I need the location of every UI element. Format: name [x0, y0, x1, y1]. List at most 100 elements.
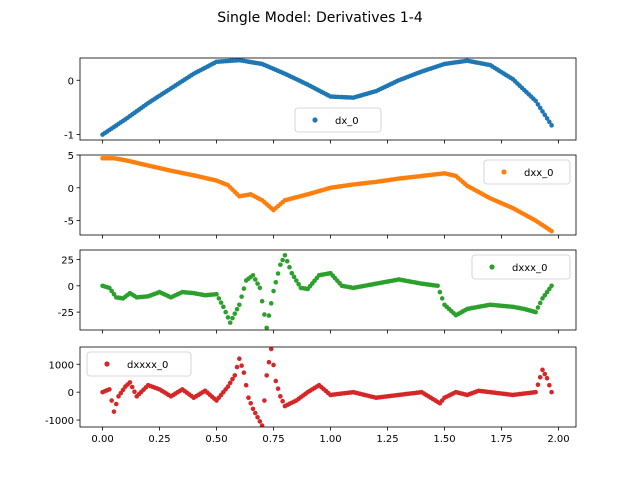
data-point — [216, 296, 222, 301]
data-point — [109, 288, 114, 294]
data-point — [435, 283, 440, 289]
axes-frame — [79, 57, 577, 141]
data-point — [255, 281, 260, 286]
data-point — [250, 272, 256, 278]
data-point — [268, 301, 274, 306]
y-tick-label: 0 — [68, 184, 74, 195]
data-point — [533, 389, 538, 395]
legend-label: dxxx_0 — [512, 263, 547, 274]
data-point — [437, 289, 443, 295]
x-tick-label: 1.25 — [376, 434, 398, 445]
data-point — [223, 309, 228, 315]
data-point — [234, 364, 240, 370]
data-point — [542, 371, 548, 377]
data-point — [116, 394, 121, 399]
legend-label: dxx_0 — [524, 168, 554, 179]
data-point — [239, 294, 244, 299]
subplots: -1 0 dx_0 -5 0 5 dxx_0 -25 0 25 dxxx_0 -1000 0 1000 0.… — [45, 57, 577, 445]
data-point — [280, 398, 285, 404]
data-point — [107, 285, 112, 291]
data-point — [262, 312, 267, 317]
data-point — [540, 367, 545, 373]
data-point — [252, 277, 258, 282]
y-tick-label: 0 — [68, 76, 74, 87]
data-point — [252, 410, 258, 416]
legend-box — [86, 351, 192, 377]
data-point — [549, 123, 554, 128]
legend-marker — [489, 264, 495, 270]
series-points — [100, 58, 554, 137]
data-point — [259, 423, 265, 427]
data-point — [241, 286, 247, 291]
data-point — [547, 119, 552, 125]
data-point — [230, 376, 235, 382]
data-point — [540, 296, 545, 301]
data-point — [132, 389, 137, 394]
data-point — [234, 306, 240, 312]
y-tick-label: 5 — [68, 151, 74, 162]
data-point — [544, 375, 550, 381]
data-point — [225, 315, 231, 320]
series-points — [100, 155, 554, 234]
series-points — [100, 347, 554, 427]
data-point — [284, 258, 290, 264]
data-point — [282, 252, 288, 258]
x-tick-label: 0.25 — [148, 434, 170, 445]
axes-frame — [79, 154, 577, 236]
data-point — [275, 386, 281, 391]
data-point — [537, 105, 543, 111]
data-point — [248, 401, 254, 406]
data-point — [278, 262, 283, 268]
legend-marker — [104, 361, 110, 367]
y-tick-label: 0 — [68, 388, 74, 399]
y-tick-label: -1 — [64, 131, 74, 142]
y-tick-label: 25 — [61, 255, 74, 266]
data-point — [221, 304, 226, 310]
data-point — [250, 406, 256, 412]
legend-label: dx_0 — [335, 116, 359, 127]
data-point — [264, 373, 269, 378]
legend-box — [483, 159, 571, 185]
data-point — [257, 419, 263, 424]
data-point — [535, 305, 541, 310]
data-point — [266, 313, 272, 318]
data-point — [294, 278, 299, 283]
data-point — [439, 296, 445, 301]
x-tick-label: 1.00 — [319, 434, 341, 445]
data-point — [239, 363, 244, 368]
x-tick-label: 0.50 — [205, 434, 227, 445]
y-tick-label: -1000 — [45, 416, 74, 427]
x-tick-label: 1.75 — [490, 434, 512, 445]
data-point — [237, 302, 242, 308]
data-point — [225, 384, 231, 389]
data-point — [273, 378, 279, 384]
data-point — [549, 228, 554, 234]
data-point — [549, 283, 554, 289]
legend: dx_0 — [294, 107, 382, 133]
x-tick-label: 0.00 — [91, 434, 113, 445]
legend: dxx_0 — [483, 159, 571, 185]
legend-marker — [501, 169, 507, 175]
data-point — [257, 285, 263, 291]
data-point — [273, 279, 279, 285]
data-point — [544, 116, 550, 121]
subplot-1: -1 0 dx_0 — [64, 57, 577, 144]
y-tick-label: -25 — [58, 308, 74, 319]
legend: dxxxx_0 — [86, 351, 192, 377]
x-tick-label: 1.50 — [433, 434, 455, 445]
y-tick-label: 1000 — [49, 360, 74, 371]
data-point — [291, 274, 297, 280]
subplot-4: -1000 0 1000 0.00 0.25 0.50 0.75 1.00 1.25 1.50 1.… — [45, 346, 577, 445]
data-point — [262, 398, 267, 403]
legend-box — [294, 107, 382, 133]
data-point — [280, 257, 285, 263]
data-point — [537, 374, 543, 380]
data-point — [259, 298, 265, 304]
data-point — [533, 98, 538, 104]
data-point — [246, 395, 251, 401]
data-point — [289, 270, 295, 276]
subplot-3: -25 0 25 dxxx_0 — [58, 249, 577, 334]
data-point — [547, 382, 552, 388]
